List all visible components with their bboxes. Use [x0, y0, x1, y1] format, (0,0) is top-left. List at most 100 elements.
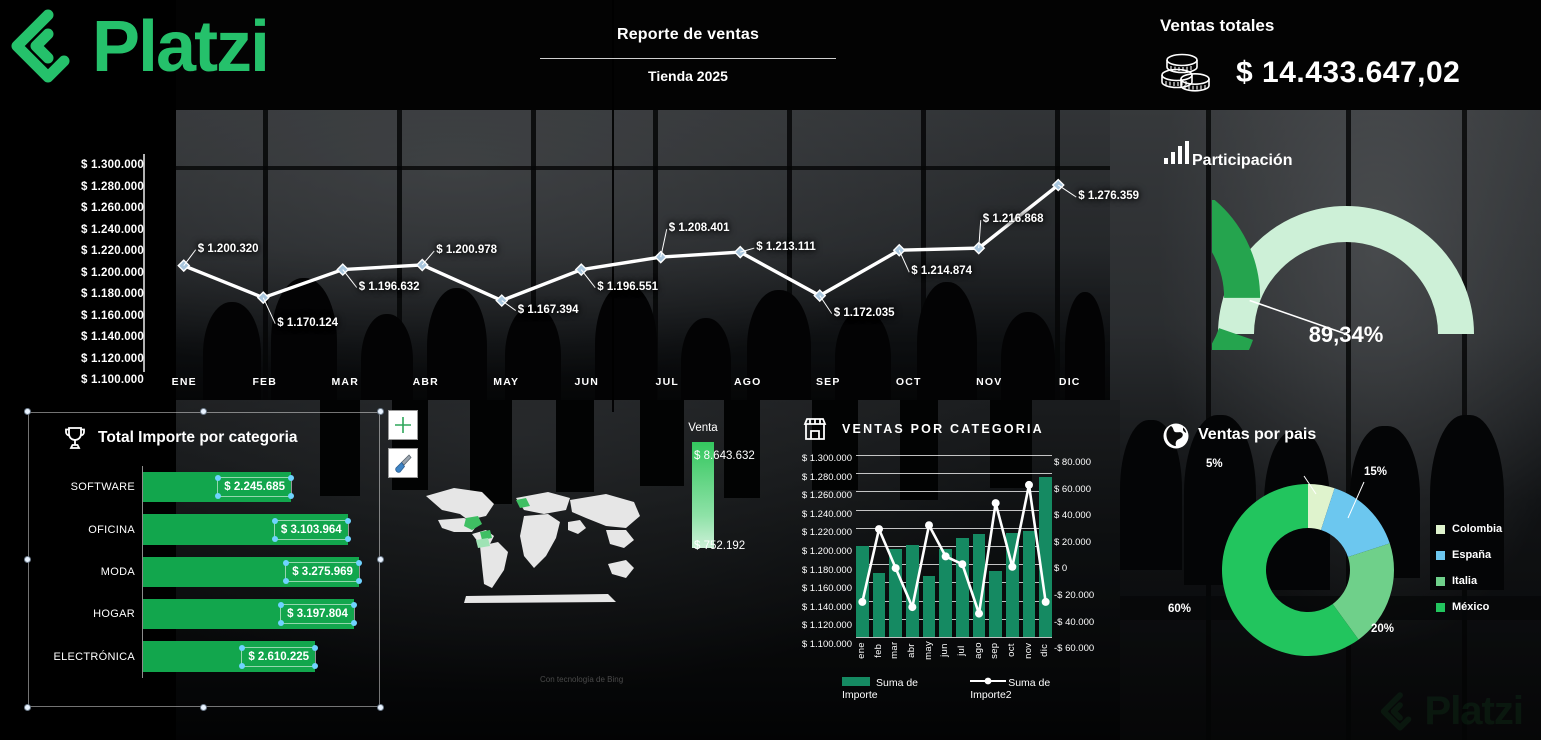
combo-line-point[interactable]	[925, 521, 933, 530]
resize-handle-tr[interactable]	[377, 408, 384, 415]
bar-track: $ 3.275.969	[142, 550, 374, 594]
y2-tick: -$ 20.000	[1054, 589, 1095, 601]
combo-line-point[interactable]	[1041, 597, 1050, 606]
legend-label: México	[1452, 601, 1490, 613]
resize-handle-tl[interactable]	[24, 408, 31, 415]
combo-line-point[interactable]	[858, 597, 867, 606]
resize-handle-bl[interactable]	[24, 704, 31, 711]
combo-bar[interactable]	[872, 573, 886, 637]
panel-title: VENTAS POR CATEGORIA	[842, 422, 1044, 436]
y-tick: $ 1.220.000	[81, 245, 144, 257]
legend-label: Italia	[1452, 575, 1478, 587]
store-icon	[803, 418, 827, 440]
combo-bar[interactable]	[1022, 530, 1036, 637]
line-data-label: $ 1.214.874	[911, 265, 973, 278]
combo-legend: Suma de Importe Suma de Importe2	[842, 676, 1092, 701]
donut-legend-item[interactable]: Colombia	[1436, 523, 1502, 535]
platzi-watermark: Platzi	[1379, 689, 1524, 734]
line-data-point[interactable]	[813, 289, 827, 303]
donut-slice[interactable]	[1222, 484, 1359, 656]
panel-title: Ventas por pais	[1198, 426, 1317, 443]
legend-swatch	[1436, 550, 1445, 560]
total-importe-panel[interactable]: Total Importe por categoria SOFTWARE $ 2…	[24, 408, 384, 711]
combo-line-point[interactable]	[1025, 480, 1033, 489]
ventas-por-pais-panel[interactable]: Ventas por pais 5% 15% 20% 60% Colombia …	[1146, 418, 1541, 718]
bar-value-label[interactable]: $ 2.610.225	[239, 644, 319, 669]
world-map[interactable]	[420, 476, 660, 606]
donut-pct-mexico: 60%	[1168, 603, 1192, 615]
donut-slice[interactable]	[1320, 488, 1390, 558]
donut-legend-item[interactable]: España	[1436, 549, 1502, 561]
resize-handle-br[interactable]	[377, 704, 384, 711]
bar-row[interactable]: ELECTRÓNICA $ 2.610.225	[50, 635, 374, 678]
legend-swatch	[1436, 576, 1445, 586]
map-legend-title: Venta	[688, 422, 718, 434]
monthly-sales-line-chart[interactable]: $ 1.200.320 $ 1.170.124 $ 1.196.632 $ 1.200…	[0, 150, 1139, 398]
participacion-panel[interactable]: Participación 89,34%	[1150, 140, 1541, 405]
combo-bar[interactable]	[1039, 476, 1053, 637]
x-tick: JUN	[574, 376, 600, 388]
map-legend: Venta $ 8.643.632 $ 752.192	[658, 422, 754, 552]
bar-row[interactable]: OFICINA $ 3.103.964	[50, 508, 374, 551]
donut-legend-item[interactable]: México	[1436, 601, 1502, 613]
resize-handle-bc[interactable]	[200, 704, 207, 711]
y-tick: $ 1.200.000	[81, 266, 144, 279]
combo-line-point[interactable]	[958, 560, 967, 569]
combo-line-point[interactable]	[975, 609, 983, 618]
combo-x-axis: ene feb mar abr may jun jul ago sep oct nov dic	[856, 641, 1052, 660]
combo-left-axis: $ 1.300.000 $ 1.280.000 $ 1.260.000 $ 1.240…	[774, 450, 852, 655]
bar-value-label[interactable]: $ 3.275.969	[283, 559, 362, 584]
bar-row[interactable]: MODA $ 3.275.969	[50, 550, 374, 594]
combo-bar[interactable]	[856, 545, 869, 637]
resize-handle-mr[interactable]	[377, 556, 384, 563]
bar-value-label[interactable]: $ 3.197.804	[278, 602, 357, 627]
line-data-point[interactable]	[892, 243, 906, 257]
ventas-por-categoria-panel[interactable]: VENTAS POR CATEGORIA $ 1.300.000 $ 1.280.…	[772, 406, 1112, 706]
resize-handle-tc[interactable]	[200, 408, 207, 415]
bar-fill	[143, 599, 355, 630]
line-chart-x-axis: ENE FEB MAR ABR MAY JUN JUL AGO SEP OCT NOV DIC	[144, 376, 1110, 388]
combo-line-point[interactable]	[908, 603, 917, 612]
line-data-label: $ 1.167.394	[517, 303, 579, 316]
bar-track: $ 2.610.225	[142, 635, 374, 678]
combo-line-point[interactable]	[891, 564, 900, 573]
crosshair-icon[interactable]	[388, 410, 418, 440]
y-tick: $ 1.100.000	[801, 638, 852, 650]
combo-bar[interactable]	[939, 549, 953, 637]
bar-row[interactable]: SOFTWARE $ 2.245.685	[50, 466, 374, 509]
donut-legend-item[interactable]: Italia	[1436, 575, 1502, 587]
bar-track: $ 2.245.685	[142, 466, 374, 509]
panel-title: Total Importe por categoria	[98, 429, 298, 446]
bar-value-label[interactable]: $ 3.103.964	[271, 517, 351, 542]
donut-slice[interactable]	[1308, 484, 1335, 531]
x-tick: jul	[956, 645, 968, 656]
y-tick: $ 1.280.000	[81, 180, 144, 193]
paintbrush-icon[interactable]	[388, 448, 418, 478]
combo-line-point[interactable]	[941, 552, 950, 561]
x-tick: MAY	[493, 376, 520, 388]
combo-bar[interactable]	[906, 545, 919, 637]
combo-bar[interactable]	[889, 549, 903, 637]
y-tick: $ 1.220.000	[801, 527, 852, 539]
kpi-label: Ventas totales	[1160, 16, 1275, 35]
y2-tick: $ 40.000	[1054, 510, 1091, 522]
y-tick: $ 1.120.000	[801, 620, 852, 632]
participation-gauge	[1212, 200, 1474, 350]
bar-row[interactable]: HOGAR $ 3.197.804	[50, 593, 374, 636]
line-data-point[interactable]	[336, 263, 350, 277]
sales-map-panel[interactable]: Venta $ 8.643.632 $ 752.192 Con tecnolog…	[380, 406, 770, 706]
legend-label: España	[1452, 549, 1492, 561]
combo-bar[interactable]	[989, 571, 1003, 637]
resize-handle-ml[interactable]	[24, 556, 31, 563]
combo-line-point[interactable]	[991, 499, 1000, 508]
map-tool-group[interactable]	[388, 410, 418, 486]
y2-tick: -$ 40.000	[1054, 616, 1095, 628]
combo-bar[interactable]	[922, 575, 936, 637]
combo-right-axis: $ 80.000 $ 60.000 $ 40.000 $ 20.000 $ 0 -$ 20…	[1054, 450, 1112, 663]
donut-slice[interactable]	[1332, 543, 1394, 640]
map-legend-gradient	[692, 442, 714, 548]
legend-swatch	[1436, 524, 1445, 534]
combo-line-point[interactable]	[1008, 562, 1017, 571]
bar-value-label[interactable]: $ 2.245.685	[215, 475, 295, 500]
combo-line-point[interactable]	[875, 525, 883, 534]
